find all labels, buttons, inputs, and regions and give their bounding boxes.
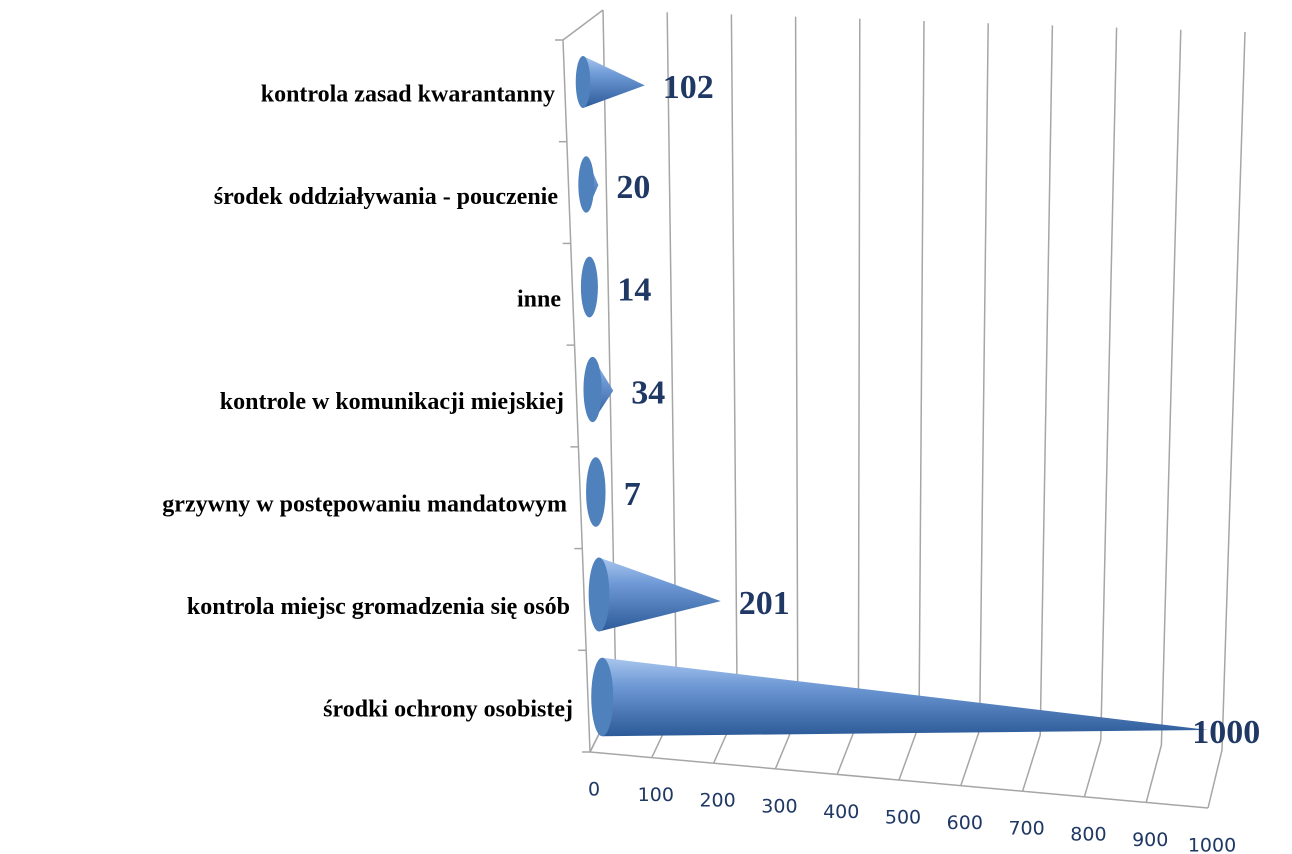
cone-base (583, 356, 602, 423)
cone (583, 356, 614, 423)
cone-body (599, 557, 721, 632)
x-tick-label: 900 (1132, 829, 1168, 851)
category-label: kontrole w komunikacji miejskiej (220, 389, 564, 415)
cone (575, 56, 645, 108)
x-tick-label: 300 (761, 795, 797, 817)
grid-line (960, 23, 989, 786)
x-tick-label: 400 (823, 801, 859, 823)
cone-base (588, 557, 610, 632)
value-label: 14 (617, 271, 651, 308)
x-tick-label: 1000 (1188, 835, 1236, 854)
cone-base (575, 56, 591, 108)
grid-line (1021, 25, 1054, 792)
x-tick-label: 600 (947, 812, 983, 834)
category-label: środek oddziaływania - pouczenie (214, 184, 559, 210)
wall-edge (562, 9, 604, 41)
value-label: 201 (739, 585, 790, 622)
grid-line (1083, 27, 1118, 798)
x-tick-label: 100 (638, 784, 674, 806)
grid-line (774, 16, 799, 770)
cone-base (578, 156, 595, 213)
grid-line (898, 20, 925, 781)
left-wall-edge (562, 39, 591, 753)
cone-base (580, 256, 598, 318)
value-label: 7 (624, 476, 641, 513)
category-label: kontrola zasad kwarantanny (261, 82, 555, 108)
x-tick-label: 500 (885, 807, 921, 829)
grid-line (712, 14, 738, 764)
category-label: inne (517, 287, 561, 313)
cone-body (602, 657, 1209, 737)
value-label: 1000 (1192, 714, 1260, 751)
grid-line (836, 18, 861, 775)
cone (591, 657, 1209, 737)
cone-body (583, 56, 645, 108)
grid-line (1145, 29, 1182, 803)
x-tick-label: 700 (1008, 818, 1044, 840)
x-tick-label: 200 (699, 790, 735, 812)
value-label: 34 (631, 374, 665, 411)
cone-base (591, 657, 614, 737)
cone (578, 156, 599, 213)
category-label: środki ochrony osobistej (323, 697, 573, 723)
x-tick-label: 0 (588, 779, 600, 801)
cone (586, 457, 606, 527)
grid-line (1207, 31, 1246, 809)
category-label: kontrola miejsc gromadzenia się osób (187, 594, 570, 620)
cone (580, 256, 598, 318)
cone (588, 557, 721, 632)
value-label: 20 (616, 169, 650, 206)
value-label: 102 (663, 69, 714, 106)
category-label: grzywny w postępowaniu mandatowym (162, 492, 567, 518)
floor-front-edge (589, 751, 1209, 809)
x-tick-label: 800 (1070, 823, 1106, 845)
cone-base (586, 457, 606, 527)
